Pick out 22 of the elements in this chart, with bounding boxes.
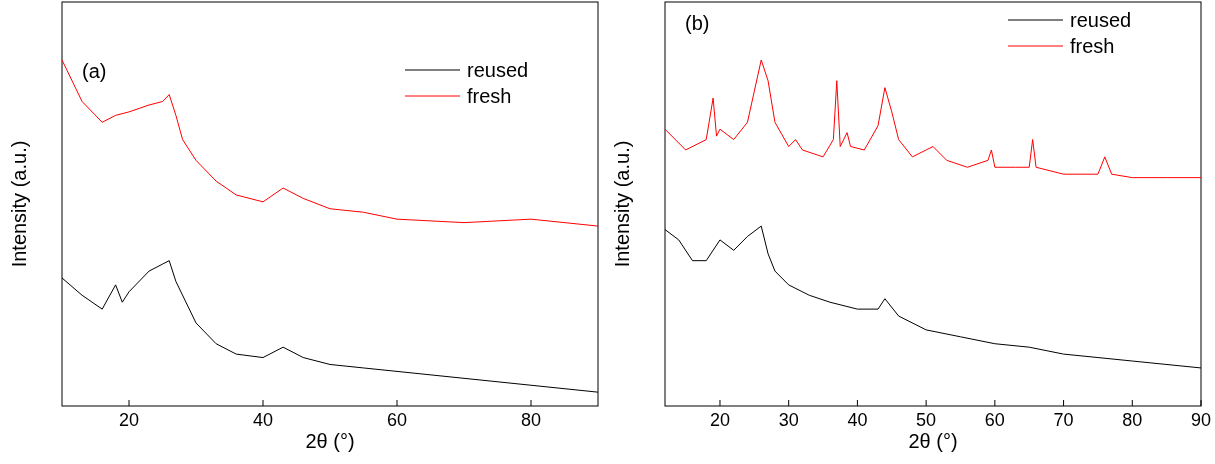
x-tick-label: 80 [1122,410,1143,430]
x-tick-label: 20 [709,410,730,430]
y-axis-title: Intensity (a.u.) [611,140,633,268]
text: (b) [685,12,710,34]
x-tick-label: 90 [1190,410,1212,430]
x-tick-label: 70 [1053,410,1074,430]
x-tick-label: 60 [984,410,1005,430]
x-tick-label: 80 [520,410,542,430]
x-axis-title: 2θ (°) [908,430,958,452]
legend-label: reused [467,59,529,81]
x-tick-label: 20 [118,410,140,430]
y-axis-title: Intensity (a.u.) [8,140,30,268]
legend-label: fresh [467,85,512,107]
x-tick-label: 40 [252,410,274,430]
x-tick-label: 50 [916,410,937,430]
annotation: (a) [82,60,107,82]
legend-label: fresh [1070,35,1115,57]
legend-label: reused [1070,9,1132,31]
x-tick-label: 30 [778,410,799,430]
x-tick-label: 40 [847,410,868,430]
x-tick-label: 60 [386,410,408,430]
x-axis-title: 2θ (°) [305,430,355,452]
